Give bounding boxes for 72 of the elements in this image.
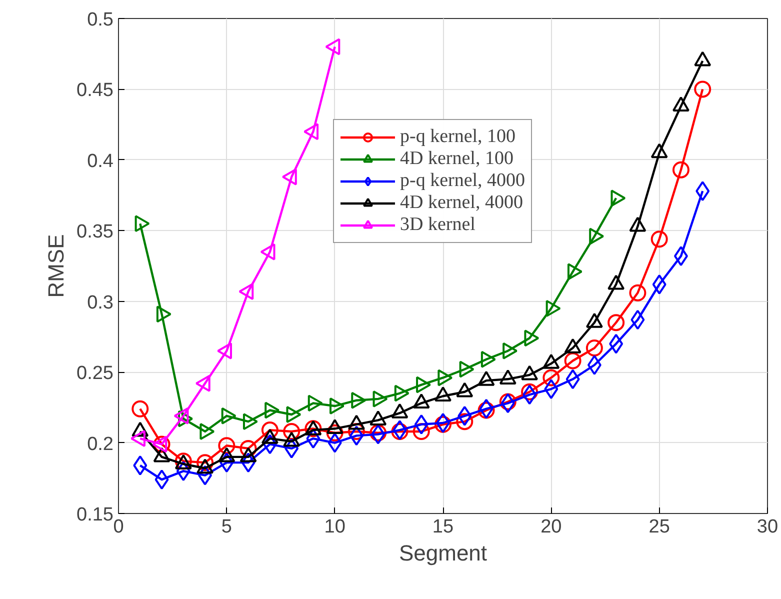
point [629, 284, 646, 302]
point [370, 424, 387, 442]
y-tick-label: 0.45 [76, 80, 114, 102]
point [674, 246, 688, 266]
point [284, 438, 299, 458]
point [132, 400, 149, 418]
legend-label: 4D kernel, 100 [400, 148, 514, 170]
x-tick-label: 5 [221, 516, 232, 538]
x-tick-label: 25 [648, 516, 670, 538]
point [458, 406, 472, 426]
y-tick-label: 0.25 [76, 363, 114, 384]
point [500, 393, 515, 414]
x-tick-label: 15 [432, 516, 454, 538]
point [587, 355, 602, 375]
legend-label: 3D kernel [400, 214, 476, 236]
point [391, 422, 408, 440]
legend-label: p-q kernel, 4000 [400, 170, 526, 192]
point [283, 422, 300, 440]
point [218, 437, 236, 454]
point [240, 440, 257, 457]
point [306, 428, 320, 449]
point [392, 420, 407, 440]
point [371, 424, 386, 444]
point [479, 398, 494, 419]
point [456, 413, 474, 430]
point [196, 454, 214, 472]
x-axis-title: Segment [398, 540, 488, 566]
y-tick-label: 0.15 [76, 504, 114, 526]
x-tick-label: 10 [324, 516, 346, 538]
point [630, 310, 645, 330]
point [542, 369, 560, 386]
point [326, 424, 344, 442]
y-tick-label: 0.2 [87, 434, 114, 455]
point [241, 452, 256, 473]
point [672, 161, 690, 178]
point [328, 432, 342, 453]
point [198, 465, 212, 486]
point [499, 393, 516, 410]
point [696, 181, 710, 202]
point [650, 230, 668, 248]
y-tick-label: 0.35 [76, 222, 114, 243]
point [522, 384, 537, 405]
x-tick-label: 30 [756, 516, 778, 538]
x-tick-label: 20 [540, 516, 562, 538]
point [261, 422, 278, 439]
legend-label: 4D kernel, 4000 [400, 192, 523, 214]
y-tick-label: 0.3 [87, 292, 114, 314]
point [652, 274, 666, 294]
y-axis-title: RMSE [44, 234, 69, 298]
point [586, 340, 603, 357]
point [262, 434, 277, 454]
point [154, 470, 169, 490]
point [544, 379, 558, 400]
point [694, 80, 712, 98]
point [220, 452, 234, 473]
legend-label: p-q kernel, 100 [400, 126, 516, 148]
point [434, 416, 452, 433]
point [349, 426, 364, 446]
point [414, 414, 428, 434]
point [412, 422, 430, 440]
point [609, 334, 624, 354]
y-tick-label: 0.4 [87, 150, 114, 172]
point [176, 461, 190, 482]
point [521, 383, 538, 400]
point [133, 455, 148, 476]
point [564, 352, 582, 370]
point [608, 314, 625, 332]
x-tick-label: 0 [113, 516, 124, 538]
point [153, 436, 170, 453]
point [478, 402, 495, 419]
y-tick-label: 0.5 [87, 10, 114, 30]
point [566, 369, 580, 390]
